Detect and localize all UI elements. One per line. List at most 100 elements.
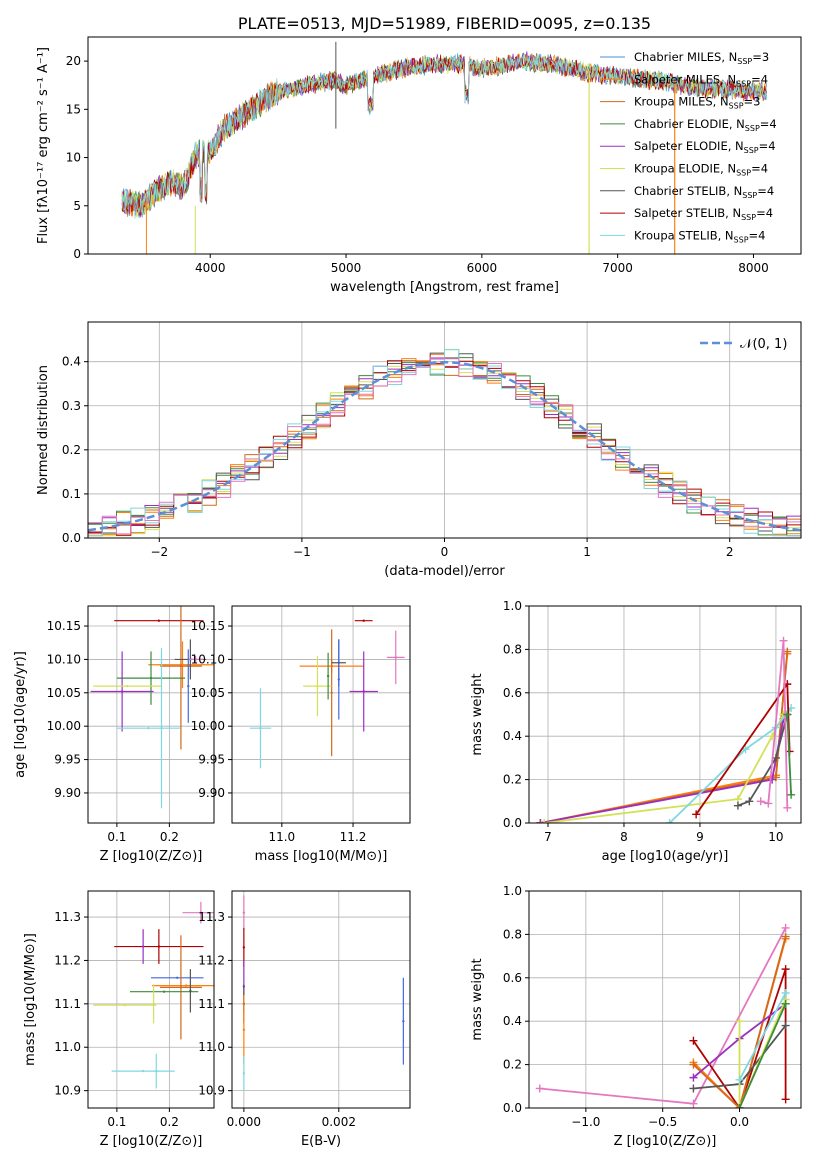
data-point xyxy=(181,663,184,666)
y-tick-label: 9.90 xyxy=(198,786,225,800)
data-point xyxy=(326,674,330,678)
data-point xyxy=(176,976,179,979)
x-tick-label: −1.0 xyxy=(571,1115,600,1129)
y-tick-label: 10.9 xyxy=(198,1084,225,1098)
x-tick-label: 1 xyxy=(583,545,591,559)
weight-marker xyxy=(735,1075,744,1084)
x-tick-label: −0.5 xyxy=(648,1115,677,1129)
weight-marker xyxy=(787,790,796,799)
y-tick-label: 0.4 xyxy=(62,355,81,369)
y-tick-label: 0.0 xyxy=(62,531,81,545)
weight_vs_age-xlabel: age [log10(age/yr)] xyxy=(602,849,729,864)
residuals-xlabel: (data-model)/error xyxy=(384,564,505,579)
y-tick-label: 0.8 xyxy=(503,927,522,941)
y-tick-label: 0.1 xyxy=(62,487,81,501)
normal-curve xyxy=(88,360,801,532)
x-tick-label: 2 xyxy=(726,545,734,559)
spectrum-axes xyxy=(84,60,754,258)
age_vs_Z-frame xyxy=(87,605,215,824)
residuals-ylabel: Normed distribution xyxy=(36,365,51,495)
y-tick-label: 10.05 xyxy=(191,686,225,700)
y-tick-label: 10.15 xyxy=(191,619,225,633)
data-point xyxy=(126,684,129,688)
weight-line xyxy=(760,640,789,808)
weight-marker xyxy=(735,1017,744,1026)
y-tick-label: 0.2 xyxy=(503,773,522,787)
data-point xyxy=(242,946,246,949)
data-point xyxy=(362,690,365,693)
x-tick-label: 7000 xyxy=(602,261,633,275)
y-tick-label: 11.1 xyxy=(198,997,225,1011)
x-tick-label: 0.0 xyxy=(730,1115,749,1129)
weight-marker xyxy=(735,1104,744,1108)
weight_vs_age-ylabel: mass weight xyxy=(470,673,485,755)
y-tick-label: 11.0 xyxy=(198,1040,225,1054)
weight-marker xyxy=(781,1095,790,1104)
weight-marker xyxy=(536,819,545,823)
legend-label: Kroupa STELIB, NSSP=4 xyxy=(634,228,765,244)
y-tick-label: 11.0 xyxy=(54,1040,81,1054)
y-tick-label: 9.95 xyxy=(54,753,81,767)
data-point xyxy=(120,690,124,693)
spectrum-plot-area xyxy=(121,41,767,254)
y-tick-label: 10.00 xyxy=(47,719,81,733)
data-point xyxy=(157,619,161,622)
data-point xyxy=(362,619,365,622)
y-tick-label: 1.0 xyxy=(503,599,522,613)
weight_vs_age-axes xyxy=(525,605,801,827)
x-tick-label: 0.1 xyxy=(107,1115,126,1129)
weight-marker xyxy=(783,803,792,812)
mass_vs_Z-plot-area xyxy=(93,901,214,1089)
weight-marker xyxy=(535,1084,544,1093)
weight-line xyxy=(738,992,787,1081)
y-tick-label: 0.0 xyxy=(503,816,522,830)
age_vs_Z-xlabel: Z [log10(Z/Z⊙)] xyxy=(100,849,203,864)
weight-marker xyxy=(733,801,742,810)
x-tick-label: 4000 xyxy=(195,261,226,275)
y-tick-label: 11.1 xyxy=(54,997,81,1011)
legend-label: Chabrier MILES, NSSP=3 xyxy=(634,50,769,66)
data-point xyxy=(402,1020,405,1023)
age_vs_Z-plot-area xyxy=(90,606,214,809)
data-point xyxy=(242,911,246,914)
legend-label: Chabrier ELODIE, NSSP=4 xyxy=(634,117,777,133)
data-point xyxy=(199,911,203,914)
weight-marker xyxy=(540,819,549,823)
weight-marker xyxy=(756,797,765,806)
x-tick-label: 10 xyxy=(768,830,783,844)
data-point xyxy=(184,984,188,987)
weight-marker xyxy=(768,775,777,784)
y-tick-label: 1.0 xyxy=(503,884,522,898)
y-tick-label: 0.6 xyxy=(503,971,522,985)
y-tick-label: 0.4 xyxy=(503,729,522,743)
mass_vs_Z-frame xyxy=(87,890,215,1109)
weight-marker xyxy=(779,636,788,645)
y-tick-label: 10.00 xyxy=(191,719,225,733)
y-tick-label: 0.0 xyxy=(503,1101,522,1115)
data-point xyxy=(149,676,153,680)
weight-marker xyxy=(781,932,790,941)
weight-marker xyxy=(783,647,792,656)
y-tick-label: 5 xyxy=(73,199,81,213)
weight-line xyxy=(540,718,785,823)
y-tick-label: 11.3 xyxy=(54,910,81,924)
y-tick-label: 11.2 xyxy=(198,953,225,967)
weight-marker xyxy=(781,988,790,997)
legend-label: Salpeter ELODIE, NSSP=4 xyxy=(634,139,776,155)
residuals-plot-area xyxy=(88,348,801,537)
y-tick-label: 10.15 xyxy=(47,619,81,633)
data-point xyxy=(141,945,145,948)
data-point xyxy=(189,989,192,993)
age_vs_mass-xlabel: mass [log10(M/M⊙)] xyxy=(255,849,388,864)
mass_vs_Z-ylabel: mass [log10(M/M⊙)] xyxy=(23,933,38,1066)
legend-label: 𝒩(0, 1) xyxy=(740,337,787,352)
data-point xyxy=(316,684,319,688)
x-tick-label: 11.0 xyxy=(268,830,295,844)
x-tick-label: 0 xyxy=(441,545,449,559)
weight-line xyxy=(692,936,787,1108)
weight-line xyxy=(738,999,787,1108)
y-tick-label: 10.10 xyxy=(47,652,81,666)
legend-label: Kroupa MILES, NSSP=3 xyxy=(634,95,760,111)
weight-marker xyxy=(689,1060,698,1069)
y-tick-label: 0.2 xyxy=(503,1058,522,1072)
